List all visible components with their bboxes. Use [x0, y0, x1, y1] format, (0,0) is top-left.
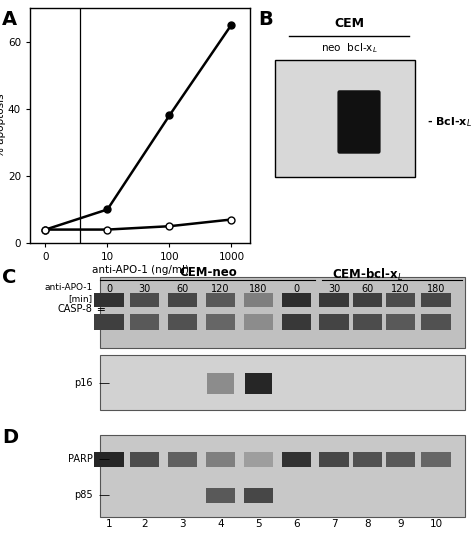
Bar: [207, 373, 234, 394]
Text: 4: 4: [217, 519, 224, 529]
Bar: [168, 452, 197, 466]
Bar: [353, 293, 382, 307]
Bar: [130, 315, 159, 330]
Text: —: —: [99, 378, 109, 388]
Text: 2: 2: [141, 519, 148, 529]
Bar: [130, 293, 159, 307]
Text: 1: 1: [106, 519, 112, 529]
Text: —: —: [99, 490, 109, 500]
Text: 180: 180: [249, 283, 267, 294]
Bar: [206, 293, 235, 307]
Bar: [421, 452, 451, 466]
Text: PARP: PARP: [68, 454, 92, 464]
Text: CEM-bcl-x$_L$: CEM-bcl-x$_L$: [332, 267, 403, 283]
Text: - Bcl-x$_L$: - Bcl-x$_L$: [427, 115, 472, 129]
Text: B: B: [258, 10, 273, 29]
FancyBboxPatch shape: [337, 90, 381, 153]
Text: 7: 7: [331, 519, 337, 529]
Text: —: —: [99, 454, 109, 464]
X-axis label: anti-APO-1 (ng/ml): anti-APO-1 (ng/ml): [91, 265, 189, 275]
Text: C: C: [2, 268, 17, 287]
Bar: [206, 315, 235, 330]
Bar: [94, 315, 124, 330]
Bar: [421, 315, 451, 330]
Text: CASP-8: CASP-8: [57, 304, 92, 314]
Bar: [100, 436, 465, 518]
Bar: [206, 488, 235, 503]
Text: CEM-neo: CEM-neo: [180, 267, 237, 279]
Bar: [319, 315, 349, 330]
Bar: [353, 315, 382, 330]
Bar: [353, 452, 382, 466]
Text: 120: 120: [211, 283, 230, 294]
Text: 9: 9: [397, 519, 404, 529]
Text: 6: 6: [293, 519, 300, 529]
Text: neo  bcl-x$_L$: neo bcl-x$_L$: [321, 41, 377, 54]
Bar: [206, 452, 235, 466]
Bar: [282, 293, 311, 307]
Bar: [168, 315, 197, 330]
Text: 180: 180: [427, 283, 445, 294]
Text: D: D: [2, 428, 18, 447]
Text: 3: 3: [179, 519, 186, 529]
Bar: [386, 315, 415, 330]
Text: 0: 0: [293, 283, 299, 294]
Text: A: A: [2, 10, 17, 29]
Text: anti-APO-1: anti-APO-1: [44, 283, 92, 293]
Bar: [94, 293, 124, 307]
Text: 5: 5: [255, 519, 262, 529]
Bar: [275, 60, 415, 177]
Text: 10: 10: [429, 519, 443, 529]
Bar: [386, 452, 415, 466]
Bar: [100, 355, 465, 410]
Text: 0: 0: [106, 283, 112, 294]
Y-axis label: % apoptosis: % apoptosis: [0, 94, 7, 157]
Text: 60: 60: [361, 283, 374, 294]
Bar: [100, 277, 465, 348]
Text: ═: ═: [97, 304, 104, 314]
Text: p16: p16: [74, 378, 92, 388]
Bar: [244, 452, 273, 466]
Bar: [244, 293, 273, 307]
Text: CEM: CEM: [334, 18, 364, 30]
Bar: [244, 315, 273, 330]
Bar: [386, 293, 415, 307]
Bar: [319, 293, 349, 307]
Bar: [244, 488, 273, 503]
Bar: [168, 293, 197, 307]
Text: 8: 8: [364, 519, 371, 529]
Text: [min]: [min]: [68, 295, 92, 304]
Bar: [282, 315, 311, 330]
Bar: [421, 293, 451, 307]
Bar: [319, 452, 349, 466]
Bar: [94, 452, 124, 466]
Bar: [130, 452, 159, 466]
Text: 30: 30: [138, 283, 151, 294]
Bar: [245, 373, 272, 394]
Bar: [282, 452, 311, 466]
Text: p85: p85: [74, 490, 92, 500]
Text: 30: 30: [328, 283, 340, 294]
Text: 120: 120: [391, 283, 410, 294]
Text: 60: 60: [176, 283, 189, 294]
